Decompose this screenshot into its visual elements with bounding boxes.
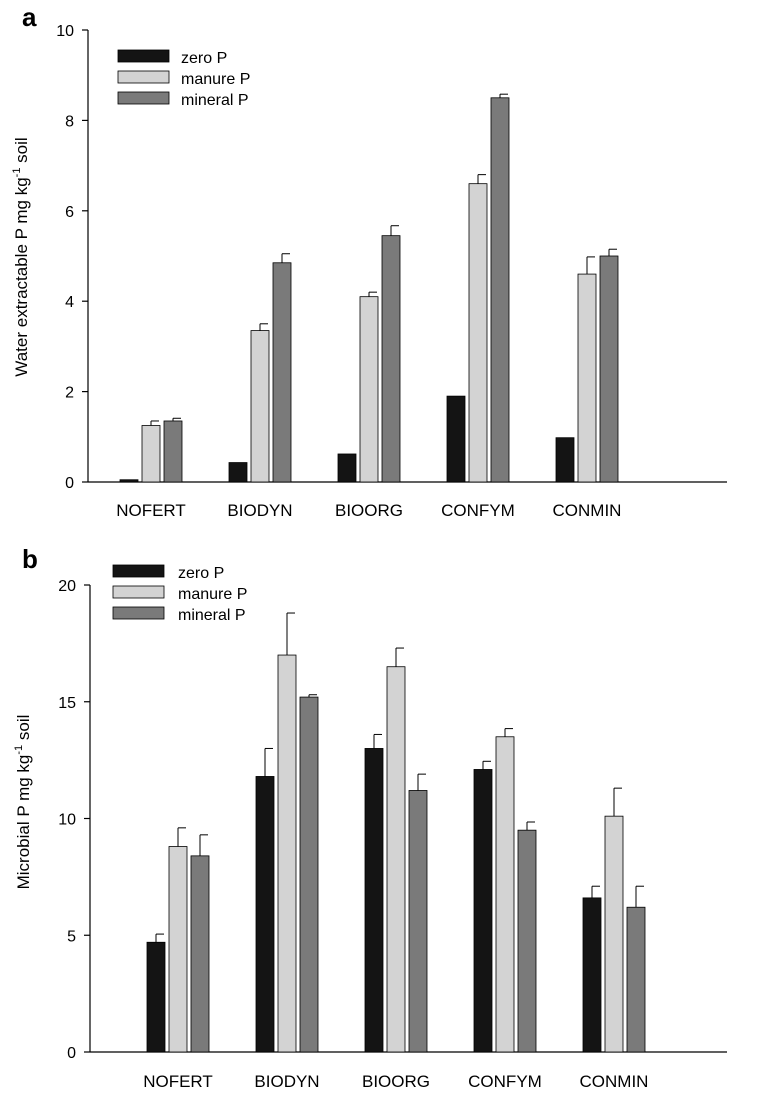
x-tick-label-b: NOFERT bbox=[143, 1072, 213, 1091]
x-tick-label-a: NOFERT bbox=[116, 501, 186, 520]
x-tick-label-a: BIODYN bbox=[227, 501, 292, 520]
y-tick-label-b: 15 bbox=[58, 695, 76, 712]
bar-a bbox=[119, 479, 139, 483]
legend-label-a: manure P bbox=[181, 71, 250, 88]
bar-a bbox=[228, 462, 248, 483]
bar-b bbox=[299, 696, 319, 1053]
legend-label-b: zero P bbox=[178, 565, 224, 582]
bar-a bbox=[250, 330, 270, 483]
legend-swatch-a bbox=[117, 49, 170, 63]
y-tick-label-a: 8 bbox=[65, 113, 74, 130]
y-tick-label-a: 6 bbox=[65, 204, 74, 221]
bar-b bbox=[408, 790, 428, 1053]
bar-b bbox=[364, 748, 384, 1053]
x-tick-label-b: CONMIN bbox=[580, 1072, 649, 1091]
legend-swatch-b bbox=[112, 606, 165, 620]
bar-b bbox=[626, 906, 646, 1053]
chart-a: a Water extractable P mg kg-1 soil 0 2 4 6 8… bbox=[11, 2, 727, 520]
bar-a bbox=[163, 420, 183, 483]
bar-b bbox=[386, 666, 406, 1053]
y-axis-label-a: Water extractable P mg kg-1 soil bbox=[11, 137, 31, 376]
bar-a bbox=[599, 255, 619, 483]
y-tick-label-a: 10 bbox=[56, 23, 74, 40]
bar-a bbox=[555, 437, 575, 483]
bar-a bbox=[141, 425, 161, 483]
bar-b bbox=[168, 846, 188, 1053]
bar-a bbox=[490, 97, 510, 483]
legend-swatch-b bbox=[112, 585, 165, 599]
y-tick-label-b: 20 bbox=[58, 578, 76, 595]
chart-b: b Microbial P mg kg-1 soil 0 5 10 15 20 NOFER… bbox=[13, 544, 727, 1091]
y-tick-label-a: 4 bbox=[65, 294, 74, 311]
panel-label-a: a bbox=[22, 2, 37, 32]
x-tick-label-b: CONFYM bbox=[468, 1072, 542, 1091]
bar-b bbox=[190, 855, 210, 1053]
legend-label-b: manure P bbox=[178, 586, 247, 603]
bar-b bbox=[517, 829, 537, 1053]
bar-a bbox=[468, 183, 488, 483]
legend-swatch-a bbox=[117, 91, 170, 105]
y-axis-label-b: Microbial P mg kg-1 soil bbox=[13, 715, 33, 890]
bar-b bbox=[604, 815, 624, 1053]
y-tick-label-b: 0 bbox=[67, 1045, 76, 1062]
y-tick-label-a: 2 bbox=[65, 385, 74, 402]
bar-b bbox=[473, 769, 493, 1053]
legend-label-a: mineral P bbox=[181, 92, 249, 109]
bar-b bbox=[255, 776, 275, 1053]
legend-label-b: mineral P bbox=[178, 607, 246, 624]
x-tick-label-b: BIOORG bbox=[362, 1072, 430, 1091]
bar-b bbox=[582, 897, 602, 1053]
y-tick-label-a: 0 bbox=[65, 475, 74, 492]
x-tick-label-a: BIOORG bbox=[335, 501, 403, 520]
bar-a bbox=[337, 453, 357, 483]
bar-a bbox=[577, 273, 597, 483]
panel-label-b: b bbox=[22, 544, 38, 574]
bar-a bbox=[446, 395, 466, 483]
legend-b: zero P manure P mineral P bbox=[112, 564, 247, 624]
x-tick-label-b: BIODYN bbox=[254, 1072, 319, 1091]
legend-swatch-a bbox=[117, 70, 170, 84]
x-tick-label-a: CONMIN bbox=[553, 501, 622, 520]
bar-a bbox=[359, 296, 379, 483]
bar-b bbox=[277, 654, 297, 1053]
x-tick-label-a: CONFYM bbox=[441, 501, 515, 520]
legend-swatch-b bbox=[112, 564, 165, 578]
legend-label-a: zero P bbox=[181, 50, 227, 67]
y-tick-label-b: 10 bbox=[58, 812, 76, 829]
bar-a bbox=[272, 262, 292, 483]
bar-b bbox=[495, 736, 515, 1053]
legend-a: zero P manure P mineral P bbox=[117, 49, 250, 109]
bar-b bbox=[146, 941, 166, 1053]
bar-a bbox=[381, 235, 401, 483]
y-tick-label-b: 5 bbox=[67, 928, 76, 945]
